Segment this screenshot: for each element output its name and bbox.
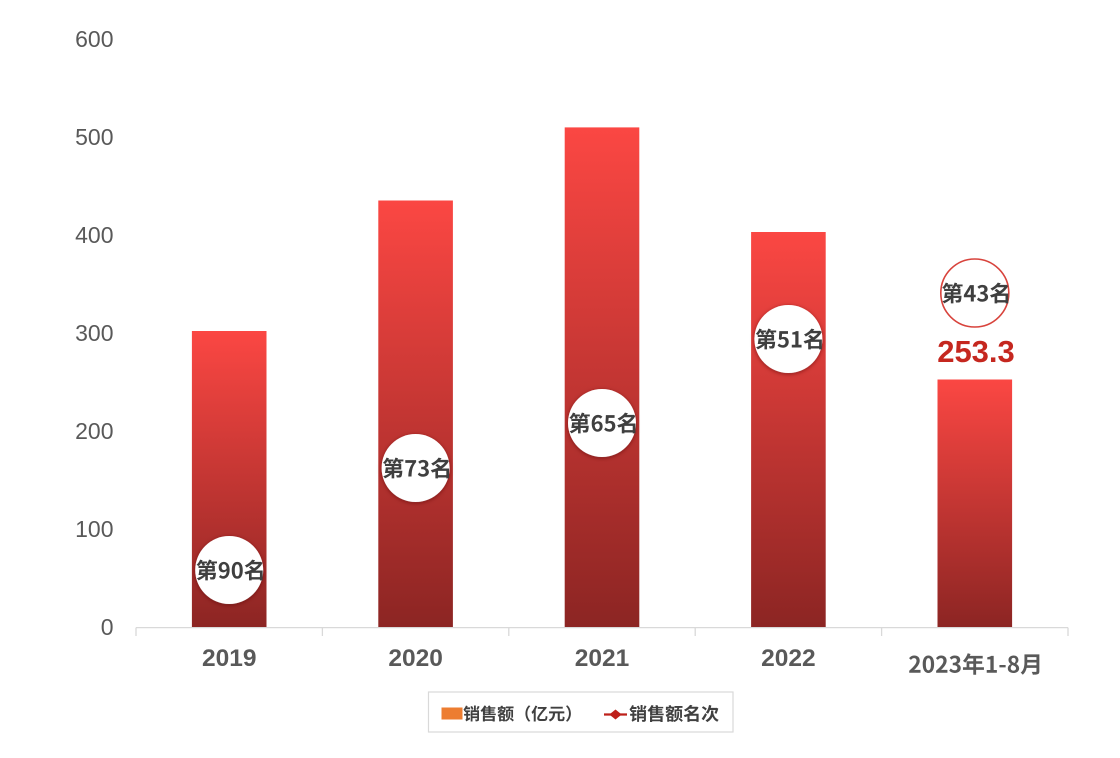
svg-text:200: 200 [75,418,113,444]
svg-text:253.3: 253.3 [937,334,1015,369]
svg-text:600: 600 [75,26,113,52]
svg-text:0: 0 [101,614,114,640]
svg-text:2021: 2021 [575,645,630,672]
svg-text:2019: 2019 [202,645,257,672]
svg-text:300: 300 [75,320,113,346]
svg-text:400: 400 [75,222,113,248]
svg-text:2022: 2022 [761,645,816,672]
svg-text:2020: 2020 [388,645,443,672]
svg-text:500: 500 [75,124,113,150]
svg-text:100: 100 [75,516,113,542]
